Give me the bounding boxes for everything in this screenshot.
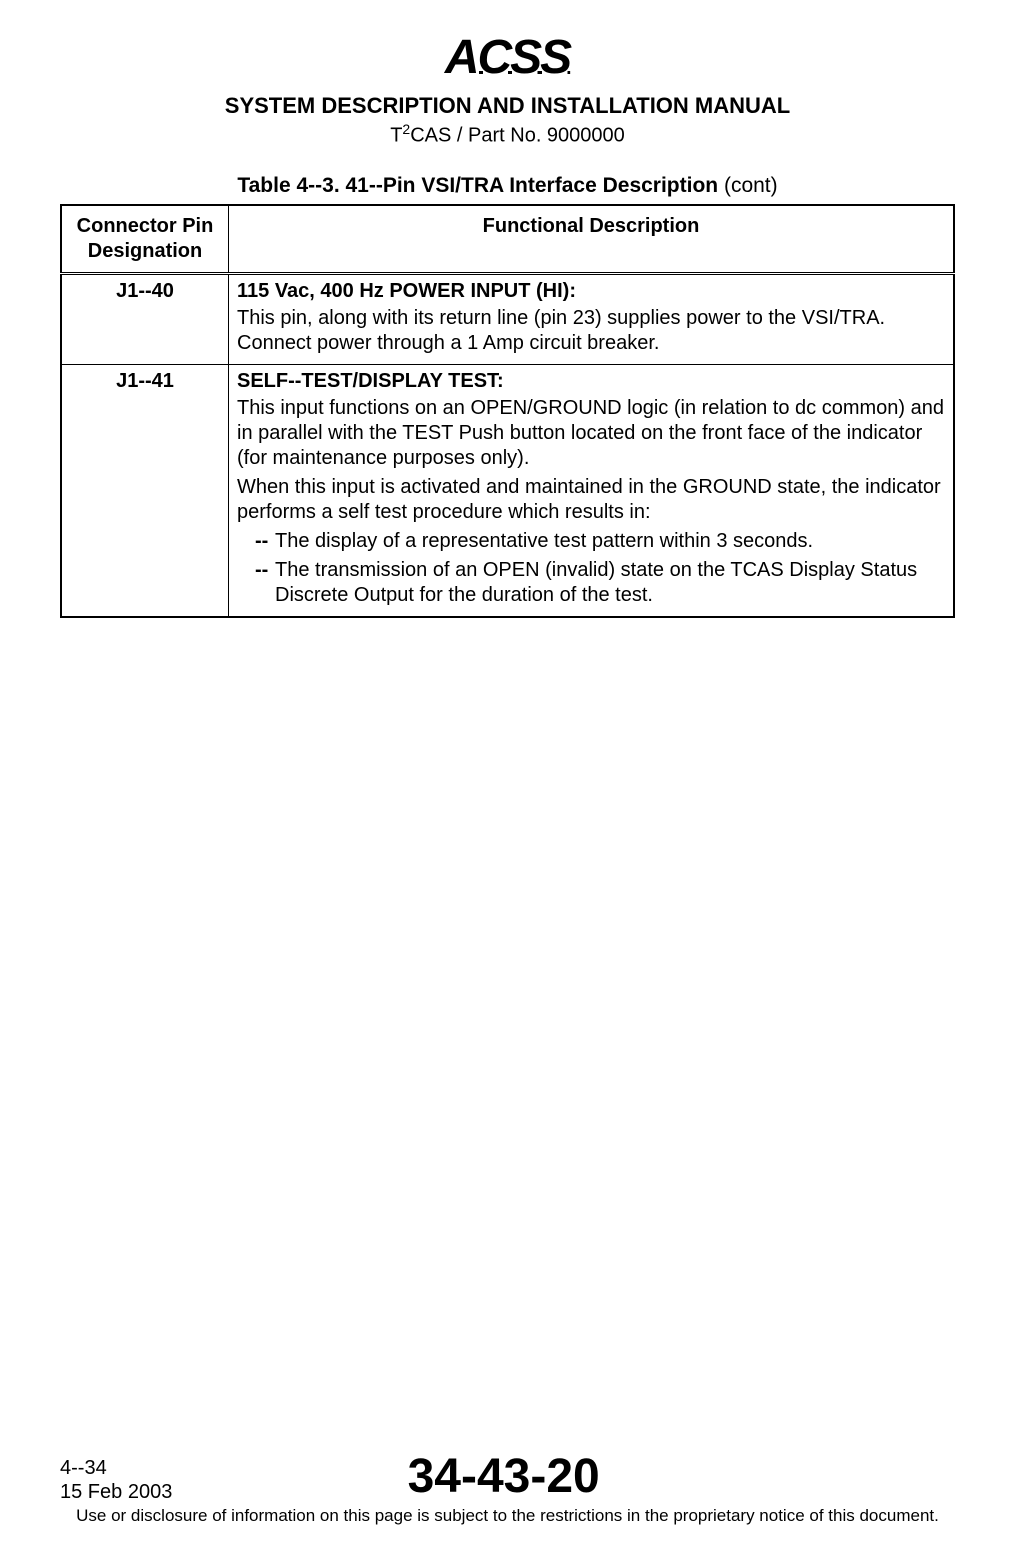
caption-cont: (cont) — [718, 174, 778, 197]
doc-number: 34-43-20 — [172, 1449, 835, 1504]
page-footer: 4--34 15 Feb 2003 34-43-20 Use or disclo… — [60, 1449, 955, 1526]
logo-text: ACSS — [445, 31, 570, 84]
desc-cell: SELF--TEST/DISPLAY TEST: This input func… — [229, 364, 955, 617]
interface-table: Connector Pin Designation Functional Des… — [60, 204, 955, 618]
disclaimer: Use or disclosure of information on this… — [60, 1506, 955, 1526]
document-page: ACSS SYSTEM DESCRIPTION AND INSTALLATION… — [0, 0, 1015, 1556]
bullet-list: The display of a representative test pat… — [237, 529, 945, 608]
caption-bold: Table 4--3. 41--Pin VSI/TRA Interface De… — [237, 174, 718, 197]
table-caption: Table 4--3. 41--Pin VSI/TRA Interface De… — [60, 174, 955, 198]
page-number: 4--34 — [60, 1456, 172, 1480]
col-header-desc: Functional Description — [229, 205, 955, 274]
subtitle-rest: CAS / Part No. 9000000 — [410, 125, 625, 147]
footer-row: 4--34 15 Feb 2003 34-43-20 — [60, 1449, 955, 1504]
col-header-pin: Connector Pin Designation — [61, 205, 229, 274]
logo: ACSS — [60, 30, 955, 85]
desc-cell: 115 Vac, 400 Hz POWER INPUT (HI): This p… — [229, 273, 955, 364]
bullet-item: The transmission of an OPEN (invalid) st… — [237, 558, 945, 608]
bullet-item: The display of a representative test pat… — [237, 529, 945, 554]
subtitle: T2CAS / Part No. 9000000 — [60, 121, 955, 148]
manual-title: SYSTEM DESCRIPTION AND INSTALLATION MANU… — [60, 93, 955, 119]
desc-title: 115 Vac, 400 Hz POWER INPUT (HI): — [237, 279, 945, 304]
pin-cell: J1--40 — [61, 273, 229, 364]
desc-para: This pin, along with its return line (pi… — [237, 306, 945, 356]
table-header-row: Connector Pin Designation Functional Des… — [61, 205, 954, 274]
table-row: J1--40 115 Vac, 400 Hz POWER INPUT (HI):… — [61, 273, 954, 364]
subtitle-prefix: T — [390, 125, 402, 147]
page-date: 15 Feb 2003 — [60, 1480, 172, 1504]
desc-title: SELF--TEST/DISPLAY TEST: — [237, 369, 945, 394]
pin-cell: J1--41 — [61, 364, 229, 617]
desc-para: This input functions on an OPEN/GROUND l… — [237, 396, 945, 471]
footer-left: 4--34 15 Feb 2003 — [60, 1456, 172, 1504]
desc-para: When this input is activated and maintai… — [237, 475, 945, 525]
table-row: J1--41 SELF--TEST/DISPLAY TEST: This inp… — [61, 364, 954, 617]
